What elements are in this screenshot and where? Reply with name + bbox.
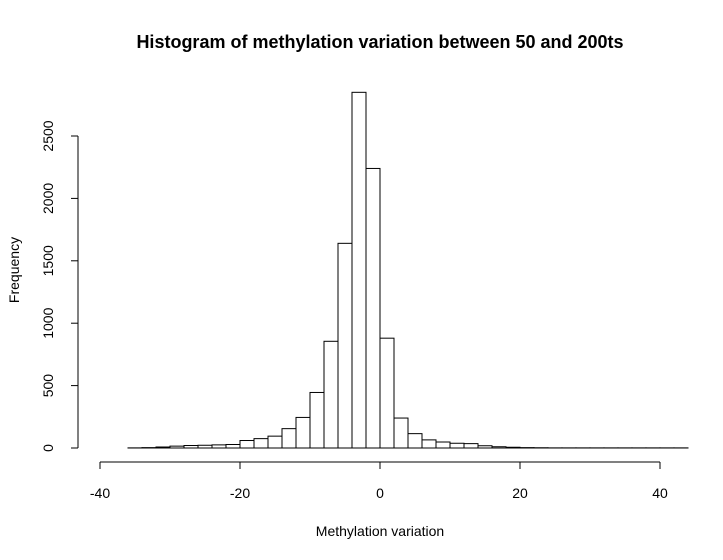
- histogram-bar: [211, 444, 227, 449]
- y-axis: 0 500 1000 1500 2000 2500: [40, 120, 79, 452]
- x-axis-label: Methylation variation: [316, 523, 444, 539]
- histogram-bar: [323, 340, 339, 449]
- histogram-bar: [225, 444, 241, 449]
- y-tick-label: 1000: [40, 307, 56, 338]
- histogram-bar: [183, 445, 199, 449]
- histogram-bar: [449, 442, 465, 449]
- y-tick-label: 2000: [40, 183, 56, 214]
- x-tick-label: -20: [230, 485, 250, 501]
- y-tick-label: 1500: [40, 245, 56, 276]
- x-axis: -40 -20 0 20 40: [90, 461, 668, 501]
- y-tick-label: 500: [40, 374, 56, 398]
- histogram-bar: [421, 439, 437, 449]
- histogram-bar: [379, 337, 395, 449]
- histogram-bar: [267, 435, 283, 449]
- histogram-bar: [155, 446, 171, 449]
- chart-title: Histogram of methylation variation betwe…: [136, 32, 623, 52]
- x-tick-label: 40: [652, 485, 668, 501]
- x-tick-label: 0: [376, 485, 384, 501]
- histogram-bar: [407, 433, 423, 449]
- histogram-bar: [309, 391, 325, 449]
- histogram-bar: [337, 242, 353, 449]
- histogram-bar: [253, 438, 269, 449]
- y-axis-label: Frequency: [6, 237, 22, 303]
- histogram-bar: [505, 446, 521, 449]
- histogram-bar: [281, 428, 297, 449]
- histogram-bar: [435, 441, 451, 449]
- histogram-bar: [393, 417, 409, 449]
- histogram-bar: [239, 440, 255, 449]
- histogram-bar: [477, 445, 493, 449]
- histogram-bar: [491, 446, 507, 449]
- y-tick-label: 2500: [40, 120, 56, 151]
- histogram-bar: [169, 445, 185, 449]
- x-tick-label: 20: [512, 485, 528, 501]
- histogram-bar: [351, 91, 367, 449]
- histogram-bar: [197, 444, 213, 449]
- y-tick-label: 0: [40, 444, 56, 452]
- histogram-bars: [127, 91, 689, 449]
- x-tick-label: -40: [90, 485, 110, 501]
- histogram-bar: [463, 443, 479, 449]
- histogram-bar: [295, 416, 311, 449]
- histogram-bar: [365, 167, 381, 449]
